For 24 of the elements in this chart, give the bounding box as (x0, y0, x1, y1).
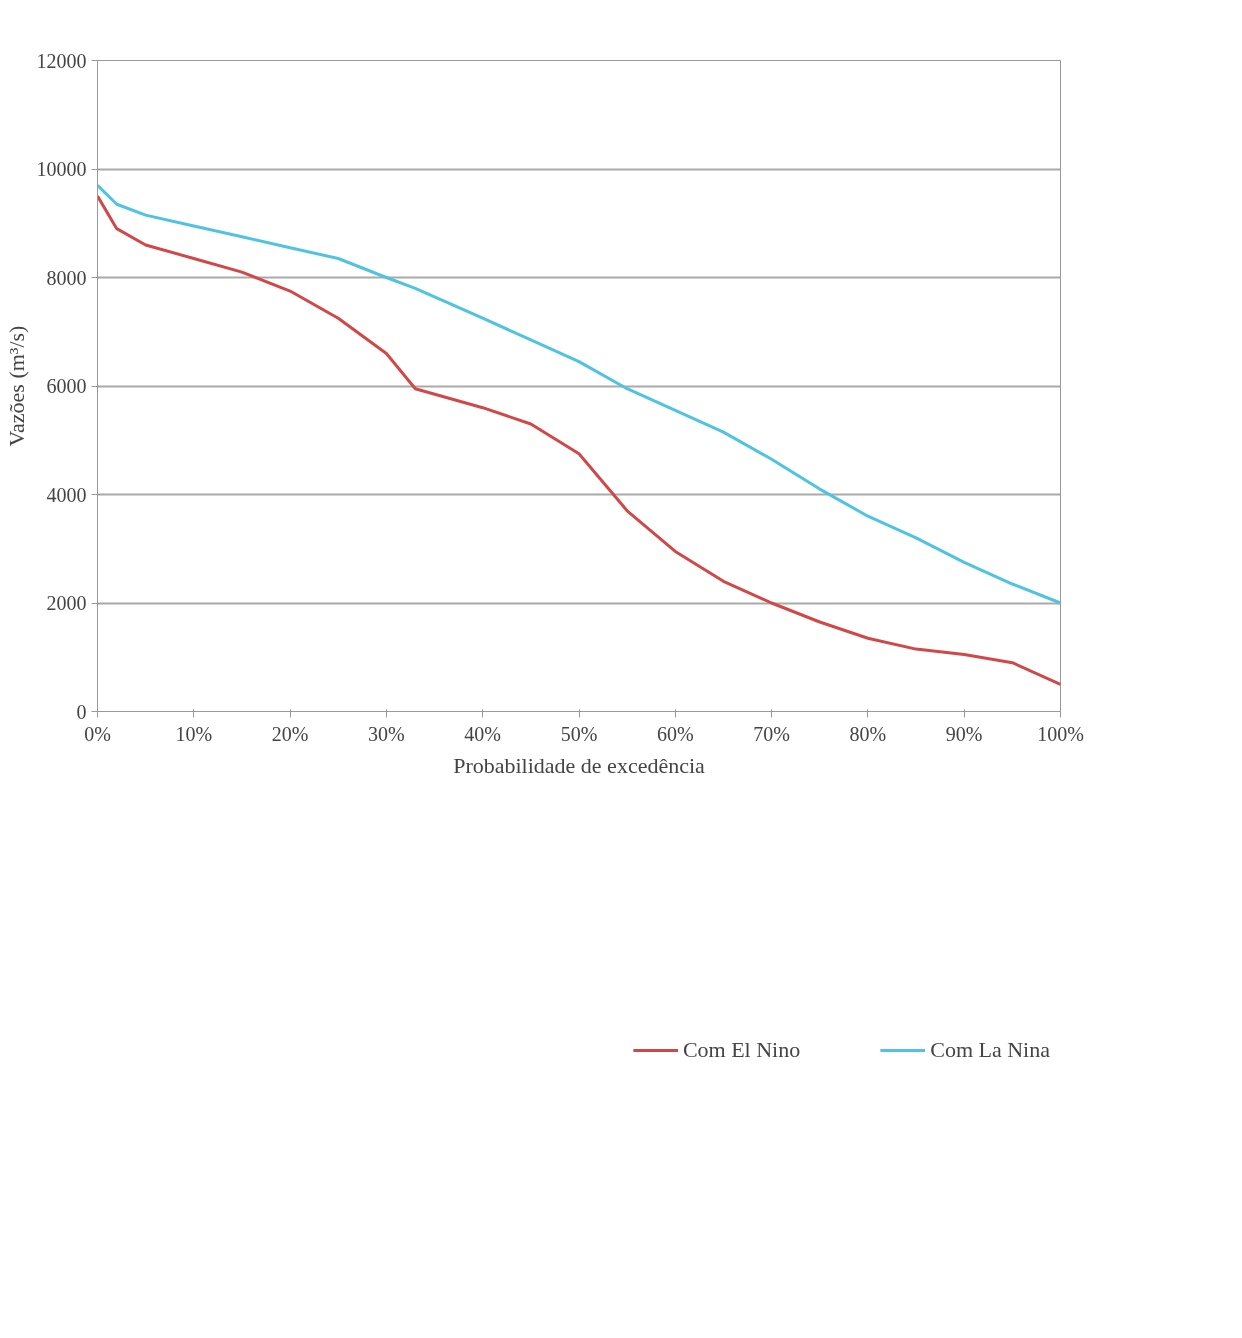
x-tick-label: 20% (271, 722, 309, 745)
legend-label: Com El Nino (682, 1037, 801, 1063)
x-axis-title: Probabilidade de excedência (453, 752, 706, 778)
x-tick-label: 50% (560, 722, 598, 745)
x-tick-label: 70% (753, 722, 790, 745)
x-tick-label: 80% (849, 722, 887, 745)
y-tick-label: 12000 (36, 49, 87, 72)
x-tick-label: 0% (84, 722, 111, 745)
line-series (97, 194, 1061, 686)
x-tick-label: 60% (656, 722, 694, 745)
x-tick-label: 40% (464, 722, 502, 745)
x-tick-label: 90% (945, 722, 983, 745)
x-tick-label: 100% (1037, 722, 1084, 745)
y-tick-label: 4000 (46, 483, 87, 506)
legend-label: Com La Nina (930, 1037, 1050, 1063)
y-tick-label: 6000 (46, 375, 87, 397)
y-axis-title: Vazões (m³/s) (3, 325, 29, 447)
line-series (97, 183, 1061, 605)
y-tick-label: 2000 (46, 592, 87, 614)
y-tick-label: 0 (76, 700, 87, 723)
x-tick-label: 30% (368, 722, 405, 745)
y-tick-label: 10000 (36, 158, 87, 180)
y-tick-label: 8000 (46, 266, 87, 289)
x-tick-label: 10% (175, 722, 213, 745)
